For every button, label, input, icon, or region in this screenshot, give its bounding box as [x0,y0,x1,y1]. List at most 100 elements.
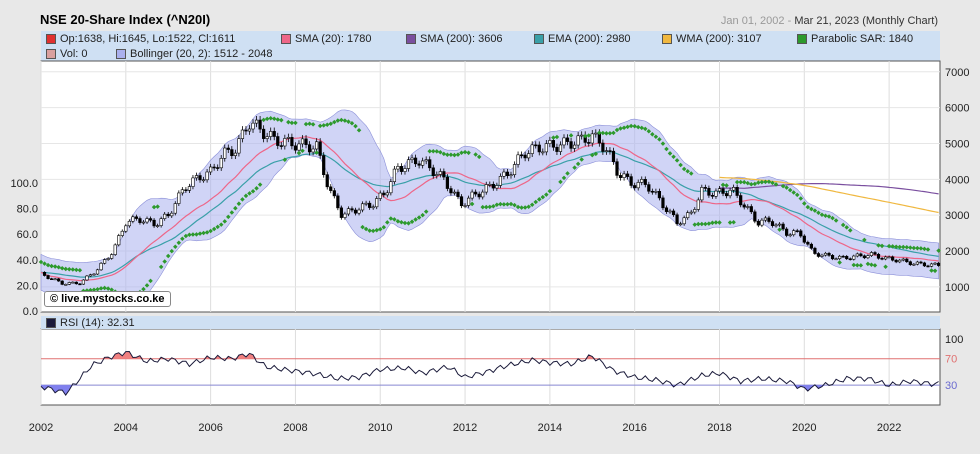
candle [873,252,877,255]
candle [442,171,446,178]
candle [703,187,707,189]
candle [329,186,333,191]
candle [859,253,863,257]
sar-dot [59,265,65,271]
candle [173,203,177,214]
candle [46,275,50,279]
sar-dot [459,150,464,156]
sar-dot [872,263,878,268]
sar-dot [257,182,263,187]
candle [717,188,722,192]
sar-dot [356,127,362,133]
candle [209,166,213,173]
candle [258,119,262,130]
swatch-icon [797,34,807,44]
candle [643,179,647,185]
candle [519,154,524,157]
sar-dot [858,263,864,268]
candle [781,223,785,230]
candle [318,141,322,156]
sar-dot [452,152,457,158]
candle [537,144,541,153]
x-tick-label: 2006 [198,422,222,434]
swatch-icon [46,49,56,59]
candle [852,255,856,260]
candle [594,132,598,135]
candle [809,243,813,249]
candle [194,175,199,179]
candle [749,206,753,213]
candle [304,138,308,145]
candle [788,234,792,237]
candle [50,278,54,280]
sar-dot [480,204,485,210]
sar-dot [328,121,334,126]
candle [866,255,870,259]
sar-dot [483,204,489,210]
candle [724,193,729,197]
candle [456,191,460,197]
sar-dot [427,149,432,154]
swatch-icon [116,49,126,59]
candle [484,184,488,193]
y-tick-label-left: 40.0 [17,255,38,267]
sar-dot [377,226,383,232]
candle [848,258,852,261]
candle [191,177,195,187]
sar-dot [441,151,447,157]
candle [364,202,368,205]
candle [403,168,407,172]
sar-dot [869,262,874,267]
candle [435,174,439,176]
candle [509,174,513,177]
candle [626,173,630,177]
sar-dot [837,260,842,265]
candle [654,191,658,193]
candle [117,235,121,246]
sar-dot [289,120,295,126]
rsi-overbought-fill [41,351,939,359]
candle [732,187,736,191]
legend-label: SMA (20): 1780 [295,33,372,45]
sar-dot [388,216,394,221]
candle [170,212,174,217]
candle [198,175,202,181]
y-tick-label-right: 1000 [945,282,969,294]
candle [244,129,248,132]
candle [908,261,912,266]
sar-dot [494,202,500,208]
candle [502,171,506,177]
candle [686,212,690,219]
legend-label: WMA (200): 3107 [676,33,762,45]
candle [682,217,686,225]
candle [396,166,400,170]
sar-dot [438,149,443,155]
candle [226,147,230,150]
date-range: Jan 01, 2002 - Mar 21, 2023 (Monthly Cha… [720,15,938,27]
candle [311,148,315,153]
candle [679,223,683,226]
sma200-line [719,183,939,195]
candle [103,259,107,264]
legend-wma200: WMA (200): 3107 [662,33,762,45]
candle [527,153,531,159]
candle [488,183,492,186]
swatch-icon [406,34,416,44]
candle [816,253,821,257]
candle [633,185,637,189]
x-tick-label: 2002 [29,422,53,434]
candle [449,188,453,194]
candle [792,230,796,236]
candle [802,235,806,243]
candle [127,220,131,227]
sar-dot [77,267,83,273]
candle [445,176,449,189]
candle [410,157,414,161]
candle [141,221,146,224]
candle [134,216,139,219]
candle [823,252,828,256]
candle [696,199,700,210]
candle [106,258,110,260]
candle [74,281,78,285]
candle [297,143,301,151]
